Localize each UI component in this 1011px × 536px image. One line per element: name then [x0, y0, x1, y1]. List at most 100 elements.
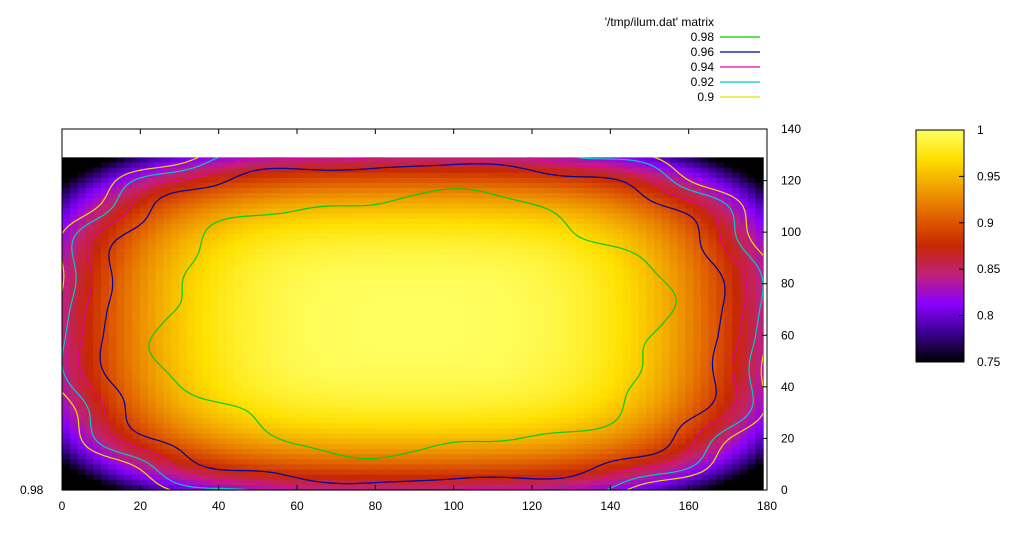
heatmap-cell	[171, 182, 180, 189]
heatmap-cell	[171, 372, 180, 379]
heatmap-cell	[326, 397, 336, 404]
heatmap-cell	[474, 336, 484, 343]
heatmap-cell	[700, 295, 710, 302]
heatmap-cell	[638, 162, 647, 169]
heatmap-cell	[62, 310, 71, 317]
heatmap-cell	[646, 408, 655, 414]
heatmap-cell	[326, 300, 336, 307]
heatmap-cell	[404, 290, 414, 297]
heatmap-cell	[692, 346, 702, 353]
heatmap-cell	[280, 397, 289, 404]
heatmap-cell	[77, 254, 86, 261]
heatmap-cell	[202, 162, 211, 169]
heatmap-cell	[389, 208, 398, 215]
heatmap-cell	[498, 244, 507, 251]
heatmap-cell	[100, 310, 110, 317]
heatmap-cell	[241, 234, 250, 240]
heatmap-cell	[451, 203, 460, 210]
heatmap-cell	[233, 239, 242, 245]
heatmap-cell	[311, 408, 320, 414]
heatmap-cell	[529, 239, 538, 245]
heatmap-cell	[210, 408, 219, 414]
heatmap-cell	[428, 351, 437, 358]
heatmap-cell	[287, 377, 297, 384]
heatmap-cell	[661, 408, 671, 414]
heatmap-cell	[373, 372, 382, 379]
heatmap-cell	[537, 372, 546, 379]
heatmap-cell	[576, 387, 585, 394]
heatmap-cell	[241, 336, 250, 343]
heatmap-cell	[194, 275, 203, 281]
heatmap-cell	[591, 275, 601, 281]
heatmap-cell	[100, 423, 110, 430]
heatmap-cell	[661, 428, 671, 435]
heatmap-cell	[280, 254, 289, 261]
heatmap-cell	[638, 336, 647, 343]
heatmap-cell	[467, 336, 476, 343]
heatmap-cell	[443, 254, 453, 261]
heatmap-cell	[264, 162, 273, 169]
heatmap-cell	[692, 213, 702, 220]
heatmap-cell	[615, 423, 624, 430]
heatmap-cell	[560, 239, 569, 245]
heatmap-cell	[591, 433, 601, 440]
heatmap-cell	[685, 423, 694, 430]
heatmap-cell	[482, 300, 492, 307]
heatmap-cell	[295, 372, 305, 379]
heatmap-cell	[576, 193, 585, 199]
heatmap-cell	[638, 418, 647, 425]
heatmap-cell	[108, 423, 118, 430]
heatmap-cell	[171, 413, 180, 419]
heatmap-cell	[248, 346, 258, 353]
heatmap-cell	[225, 259, 234, 266]
heatmap-cell	[217, 198, 227, 205]
heatmap-cell	[692, 167, 702, 174]
heatmap-cell	[233, 259, 242, 266]
heatmap-cell	[373, 362, 382, 368]
heatmap-cell	[77, 316, 86, 322]
heatmap-cell	[108, 223, 118, 230]
heatmap-cell	[630, 285, 640, 292]
heatmap-cell	[295, 433, 305, 440]
heatmap-cell	[194, 188, 203, 194]
heatmap-cell	[537, 295, 546, 302]
heatmap-cell	[443, 341, 453, 348]
heatmap-cell	[358, 356, 367, 363]
heatmap-cell	[178, 362, 188, 368]
heatmap-cell	[724, 264, 733, 271]
heatmap-cell	[381, 188, 390, 194]
heatmap-cell	[560, 290, 569, 297]
heatmap-cell	[513, 162, 523, 169]
heatmap-cell	[428, 203, 437, 210]
heatmap-cell	[62, 264, 71, 271]
heatmap-cell	[171, 418, 180, 425]
heatmap-cell	[607, 433, 616, 440]
heatmap-cell	[412, 413, 421, 419]
heatmap-cell	[731, 193, 741, 199]
heatmap-cell	[155, 213, 164, 220]
heatmap-cell	[513, 182, 523, 189]
heatmap-cell	[622, 208, 632, 215]
heatmap-cell	[404, 336, 414, 343]
heatmap-cell	[233, 362, 242, 368]
heatmap-cell	[521, 172, 530, 179]
heatmap-cell	[731, 321, 741, 327]
heatmap-cell	[396, 254, 406, 261]
heatmap-cell	[692, 321, 702, 327]
heatmap-cell	[747, 234, 756, 240]
heatmap-cell	[700, 300, 710, 307]
heatmap-cell	[731, 392, 741, 399]
heatmap-cell	[256, 167, 266, 174]
heatmap-cell	[295, 239, 305, 245]
heatmap-cell	[389, 331, 398, 338]
heatmap-cell	[108, 346, 118, 353]
heatmap-cell	[692, 428, 702, 435]
heatmap-cell	[163, 438, 172, 445]
heatmap-cell	[295, 244, 305, 251]
heatmap-cell	[295, 367, 305, 373]
heatmap-cell	[326, 198, 336, 205]
heatmap-cell	[171, 321, 180, 327]
heatmap-cell	[739, 259, 749, 266]
heatmap-cell	[93, 182, 102, 189]
heatmap-cell	[358, 208, 367, 215]
